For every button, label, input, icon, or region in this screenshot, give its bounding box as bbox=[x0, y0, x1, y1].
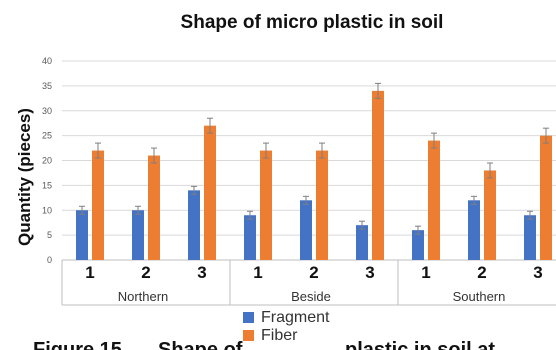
group-label: Southern bbox=[453, 289, 506, 304]
legend-label: Fragment bbox=[261, 309, 330, 326]
fiber-bar bbox=[260, 150, 272, 260]
x-tick-label: 1 bbox=[85, 263, 94, 282]
x-tick-label: 2 bbox=[141, 263, 150, 282]
fragment-bar bbox=[356, 225, 368, 260]
y-tick-label: 40 bbox=[42, 56, 52, 66]
y-tick-label: 35 bbox=[42, 81, 52, 91]
y-tick-label: 30 bbox=[42, 106, 52, 116]
y-axis-label: Quantity (pieces) bbox=[15, 108, 34, 246]
figure-caption: Figure 15 Shape of plastic in soil at bbox=[33, 339, 495, 350]
y-tick-label: 5 bbox=[47, 230, 52, 240]
fragment-bar bbox=[412, 230, 424, 260]
legend-label: Fiber bbox=[261, 327, 298, 344]
fragment-bar bbox=[244, 215, 256, 260]
legend-swatch bbox=[243, 330, 254, 341]
y-tick-label: 0 bbox=[47, 255, 52, 265]
group-label: Northern bbox=[118, 289, 169, 304]
fiber-bar bbox=[540, 135, 552, 260]
x-tick-label: 2 bbox=[309, 263, 318, 282]
fiber-bar bbox=[484, 170, 496, 260]
x-tick-label: 3 bbox=[365, 263, 374, 282]
fragment-bar bbox=[188, 190, 200, 260]
y-tick-label: 10 bbox=[42, 205, 52, 215]
caption-text: plastic in soil at bbox=[345, 339, 495, 350]
fiber-bar bbox=[204, 125, 216, 260]
x-tick-label: 1 bbox=[421, 263, 430, 282]
fiber-bar bbox=[316, 150, 328, 260]
caption-text: Shape of bbox=[158, 339, 243, 350]
caption-text: Figure 15 bbox=[33, 339, 122, 350]
x-tick-label: 1 bbox=[253, 263, 262, 282]
fragment-bar bbox=[300, 200, 312, 260]
fiber-bar bbox=[372, 90, 384, 260]
x-tick-label: 2 bbox=[477, 263, 486, 282]
fragment-bar bbox=[76, 210, 88, 260]
fiber-bar bbox=[92, 150, 104, 260]
fragment-bar bbox=[132, 210, 144, 260]
fragment-bar bbox=[468, 200, 480, 260]
bars bbox=[76, 82, 552, 260]
x-axis: 1 2 3 1 2 3 1 2 3 Northern Beside Southern bbox=[61, 260, 556, 306]
legend-swatch bbox=[243, 312, 254, 323]
y-tick-label: 15 bbox=[42, 180, 52, 190]
x-tick-label: 3 bbox=[533, 263, 542, 282]
group-label: Beside bbox=[291, 289, 331, 304]
x-tick-label: 3 bbox=[197, 263, 206, 282]
gridlines bbox=[62, 60, 556, 261]
fiber-bar bbox=[428, 140, 440, 260]
fiber-bar bbox=[148, 155, 160, 260]
y-tick-label: 25 bbox=[42, 131, 52, 141]
y-ticks: 0 5 10 15 20 25 30 35 40 bbox=[42, 56, 52, 265]
fragment-bar bbox=[524, 215, 536, 260]
y-tick-label: 20 bbox=[42, 156, 52, 166]
chart-title: Shape of micro plastic in soil bbox=[181, 12, 444, 33]
